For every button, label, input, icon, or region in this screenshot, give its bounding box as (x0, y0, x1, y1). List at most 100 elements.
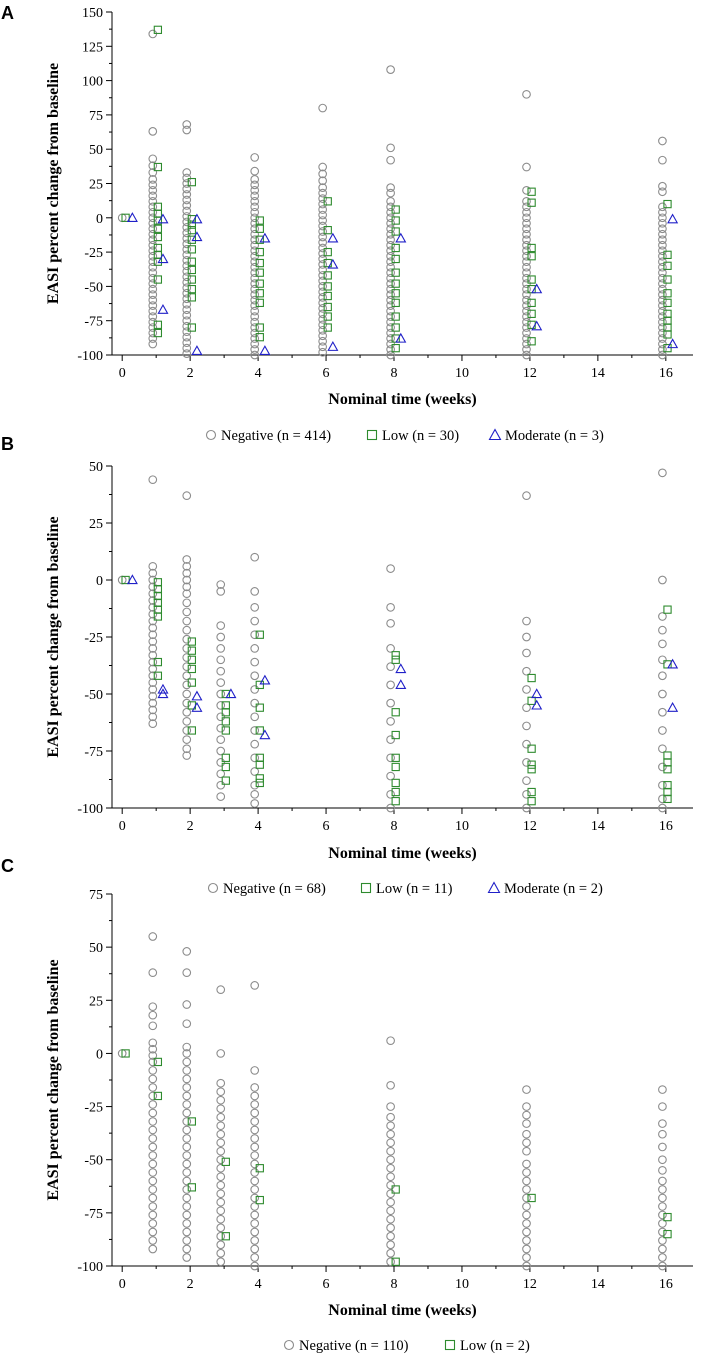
data-point-low (391, 289, 400, 298)
data-point-negative (522, 186, 531, 195)
data-point-negative (182, 201, 192, 210)
data-point-low (391, 708, 400, 717)
data-point-negative (182, 1236, 192, 1245)
data-point-moderate (157, 688, 169, 699)
data-point-negative (386, 603, 395, 612)
data-point-negative (182, 338, 192, 348)
data-point-negative (250, 1244, 260, 1254)
data-point-negative (250, 301, 260, 310)
data-point-negative (522, 328, 531, 338)
data-point-negative (386, 317, 395, 327)
data-point-negative (522, 213, 531, 223)
data-point-low (153, 209, 163, 218)
x-tick-label: 4 (255, 366, 262, 381)
data-point-negative (318, 205, 328, 214)
data-point-negative (250, 753, 260, 763)
data-point-negative (250, 175, 260, 184)
legend-marker-moderate (487, 881, 501, 894)
data-point-negative (658, 306, 667, 316)
data-point-negative (386, 1036, 395, 1046)
data-point-negative (386, 257, 395, 267)
data-point-negative (658, 1261, 667, 1271)
data-point-negative (522, 1193, 531, 1203)
data-point-low (663, 794, 672, 804)
data-point-negative (250, 603, 260, 612)
data-point-negative (182, 707, 192, 717)
data-point-negative (658, 224, 667, 234)
data-point-negative (148, 180, 158, 190)
data-point-negative (658, 1236, 667, 1245)
data-point-negative (658, 794, 667, 804)
data-point-negative (182, 250, 192, 260)
data-point-negative (148, 657, 158, 667)
data-point-negative (250, 207, 260, 217)
data-point-negative (148, 968, 158, 978)
legend-label-moderate: Moderate (n = 3) (505, 428, 604, 444)
data-point-moderate (667, 338, 679, 349)
data-point-low (153, 216, 163, 225)
data-point-negative (182, 234, 192, 243)
data-point-negative (182, 1227, 192, 1237)
data-point-negative (250, 273, 260, 283)
data-point-negative (182, 735, 192, 744)
data-point-negative (386, 229, 395, 239)
data-point-negative (386, 143, 395, 153)
data-point-negative (148, 1044, 158, 1054)
data-point-low (187, 1117, 196, 1126)
data-point-negative (386, 789, 395, 799)
data-point-negative (658, 1219, 667, 1228)
data-point-low (391, 205, 400, 214)
data-point-negative (250, 339, 260, 349)
data-point-negative (216, 1155, 226, 1165)
data-point-negative (216, 1231, 226, 1241)
data-point-negative (658, 317, 667, 327)
data-point-negative (216, 678, 226, 687)
data-point-negative (216, 712, 226, 722)
data-point-negative (182, 726, 192, 735)
data-point-negative (182, 698, 192, 708)
data-point-negative (216, 1172, 226, 1182)
data-point-moderate (157, 213, 169, 224)
data-point-negative (250, 1236, 260, 1245)
data-point-negative (148, 1185, 158, 1194)
data-point-negative (386, 240, 395, 250)
series-low (121, 25, 672, 353)
data-point-negative (148, 257, 158, 267)
data-point-negative (148, 1202, 158, 1211)
data-point-low (527, 673, 536, 683)
data-point-negative (250, 1117, 260, 1126)
x-tick-label: 6 (323, 1277, 330, 1292)
x-tick-label: 10 (455, 1277, 469, 1292)
data-point-moderate (667, 701, 679, 712)
data-point-negative (250, 1219, 260, 1228)
data-point-low (391, 1257, 400, 1266)
data-point-low (221, 753, 230, 762)
data-point-negative (658, 1193, 667, 1203)
data-point-negative (522, 1085, 531, 1094)
data-point-negative (522, 1176, 531, 1186)
data-point-negative (250, 671, 260, 681)
data-point-negative (182, 179, 192, 188)
data-point-negative (182, 561, 192, 571)
data-point-negative (250, 246, 260, 256)
data-point-negative (658, 1102, 667, 1111)
data-point-negative (182, 1202, 192, 1211)
data-point-moderate (395, 679, 407, 690)
data-point-negative (522, 345, 531, 354)
data-point-low (391, 778, 400, 788)
data-point-negative (216, 1163, 226, 1173)
data-point-negative (250, 1066, 260, 1075)
data-point-low (187, 265, 196, 275)
data-point-negative (148, 1227, 158, 1237)
data-point-negative (250, 1176, 260, 1186)
data-point-negative (182, 283, 192, 293)
data-point-negative (658, 1129, 667, 1139)
data-point-negative (250, 186, 260, 195)
data-point-negative (658, 671, 667, 681)
data-point-low (527, 1193, 536, 1203)
data-point-negative (658, 612, 667, 621)
data-point-negative (182, 1117, 192, 1126)
data-point-negative (148, 698, 158, 708)
data-point-low (255, 224, 264, 233)
data-point-negative (386, 224, 395, 234)
